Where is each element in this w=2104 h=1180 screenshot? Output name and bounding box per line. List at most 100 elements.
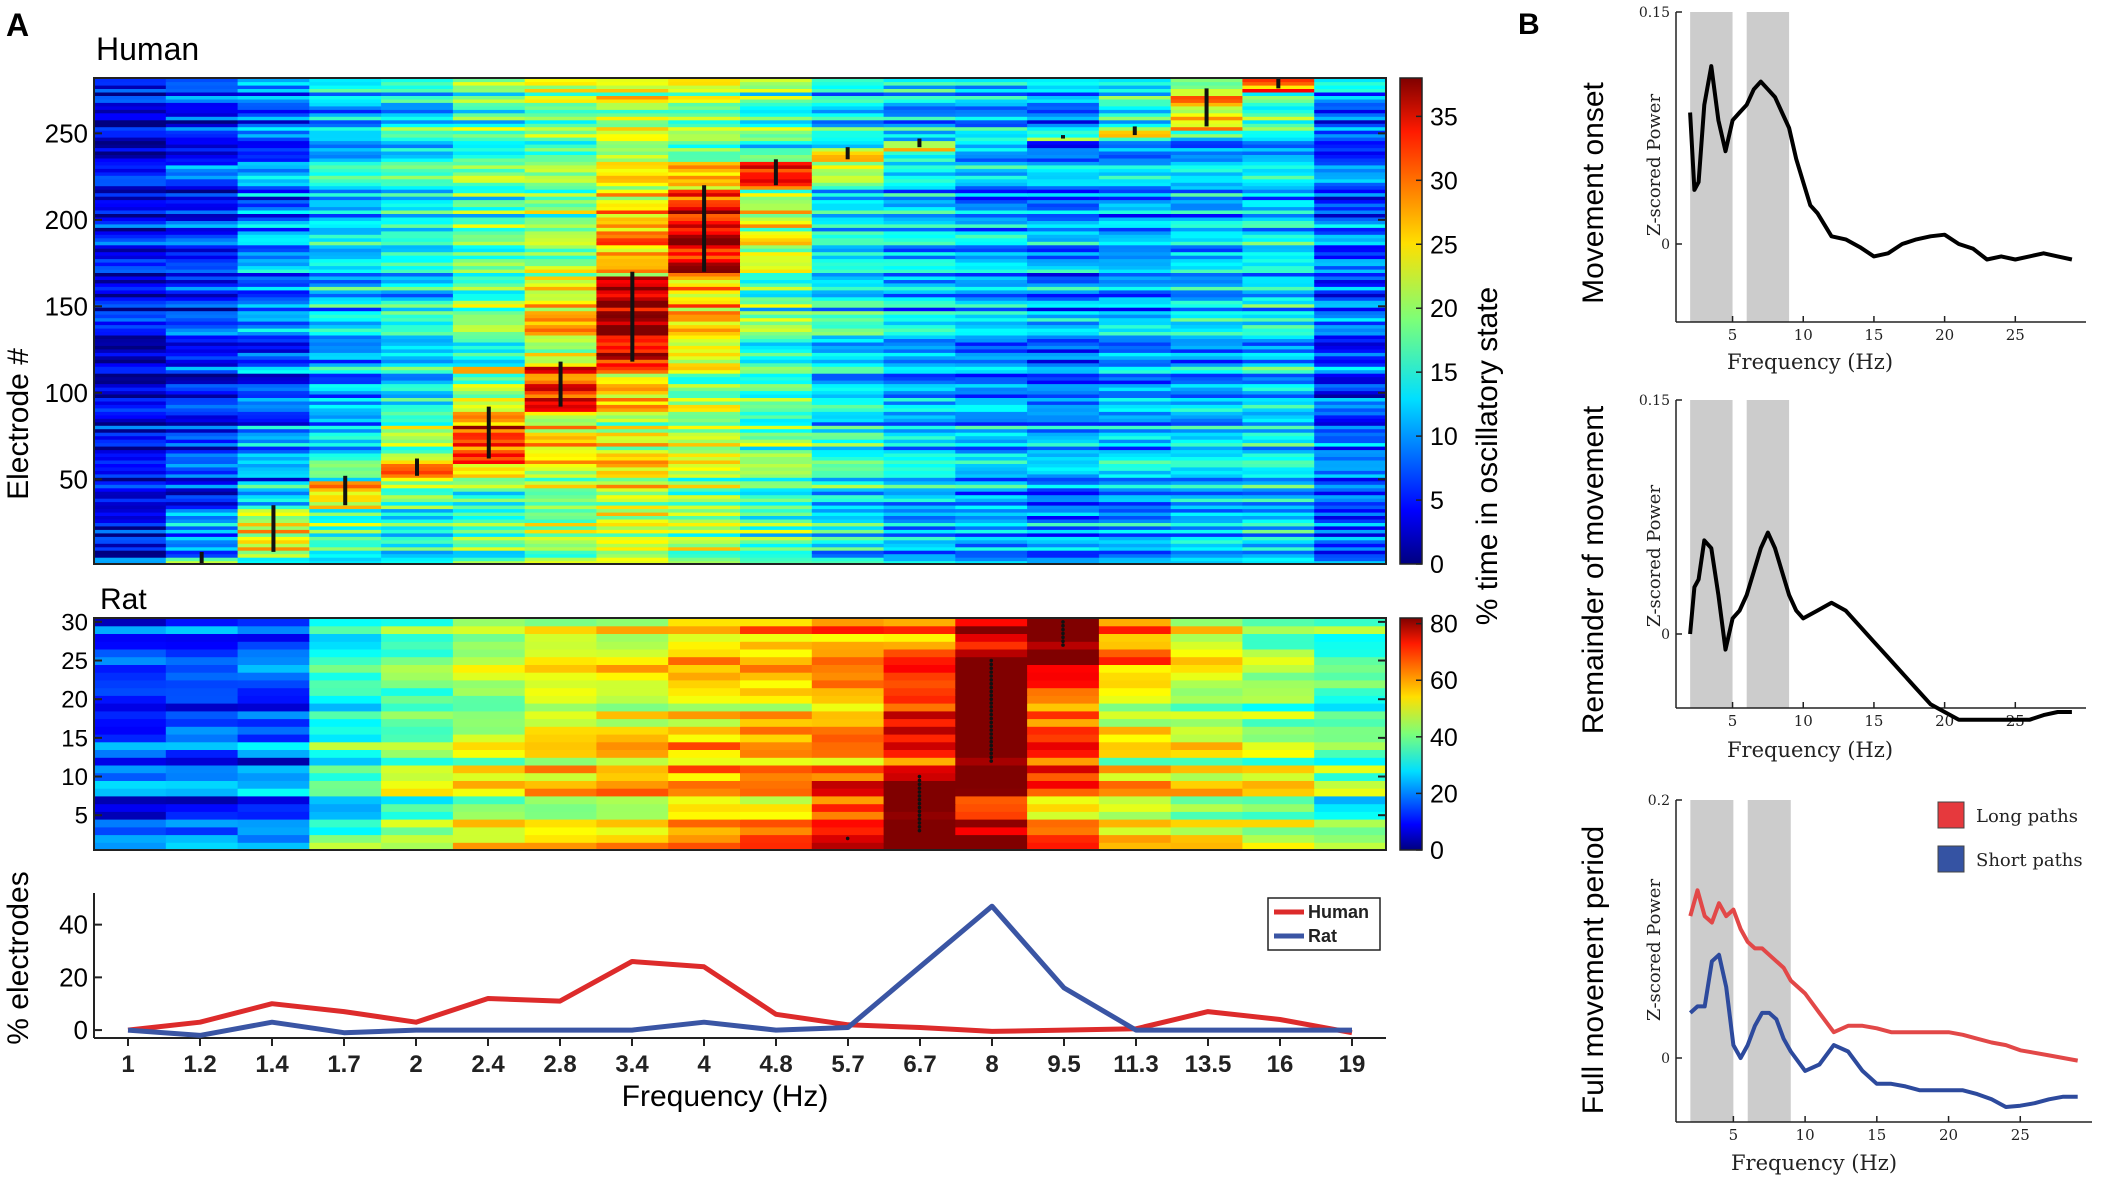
heatmap-cell — [237, 223, 310, 228]
heatmap-cell — [165, 310, 239, 315]
heatmap-cell — [596, 150, 669, 155]
y-tick-label: 15 — [61, 725, 88, 752]
heatmap-cell — [1170, 251, 1244, 256]
heatmap-cell — [596, 130, 669, 135]
heatmap-cell — [596, 687, 669, 696]
heatmap-cell — [955, 164, 1028, 169]
heatmap-cell — [1027, 265, 1100, 270]
heatmap-cell — [309, 373, 382, 378]
heatmap-cell — [668, 81, 741, 86]
heatmap-cell — [1098, 275, 1172, 280]
heatmap-cell — [1314, 648, 1386, 658]
heatmap-cell — [1098, 380, 1172, 385]
heatmap-cell — [452, 275, 526, 280]
human-y-label: Electrode # — [2, 348, 35, 500]
heatmap-cell — [381, 532, 454, 537]
heatmap-cell — [811, 182, 885, 187]
heatmap-cell — [237, 126, 310, 131]
x-tick-label: 20 — [1939, 1126, 1958, 1144]
heatmap-cell — [309, 116, 382, 121]
heatmap-cell — [811, 749, 885, 758]
heatmap-cell — [740, 91, 813, 96]
heatmap-cell — [165, 355, 239, 360]
heatmap-cell — [596, 480, 669, 485]
colorbar-tick-label: 35 — [1430, 103, 1458, 131]
heatmap-cell — [740, 511, 813, 516]
heatmap-cell — [524, 842, 598, 850]
heatmap-cell — [1170, 494, 1244, 499]
heatmap-cell — [1314, 272, 1386, 277]
heatmap-cell — [165, 216, 239, 221]
heatmap-cell — [740, 380, 813, 385]
heatmap-cell — [1170, 772, 1244, 781]
heatmap-cell — [237, 498, 310, 503]
heatmap-cell — [1242, 161, 1315, 166]
heatmap-cell — [1242, 338, 1315, 343]
heatmap-cell — [94, 161, 167, 166]
heatmap-cell — [381, 91, 454, 96]
heatmap-cell — [165, 439, 239, 444]
heatmap-cell — [1314, 220, 1386, 225]
heatmap-cell — [1098, 268, 1172, 273]
heatmap-cell — [381, 387, 454, 392]
heatmap-cell — [596, 834, 669, 843]
heatmap-cell — [811, 262, 885, 267]
heatmap-cell — [955, 268, 1028, 273]
heatmap-cell — [381, 428, 454, 433]
heatmap-cell — [381, 366, 454, 371]
heatmap-cell — [1170, 764, 1244, 774]
heatmap-cell — [309, 230, 382, 235]
heatmap-cell — [1170, 373, 1244, 378]
heatmap-cell — [740, 404, 813, 409]
heatmap-cell — [668, 352, 741, 357]
heatmap-cell — [452, 557, 526, 562]
heatmap-cell — [596, 501, 669, 506]
heatmap-cell — [596, 734, 669, 743]
heatmap-cell — [668, 404, 741, 409]
heatmap-cell — [1242, 359, 1315, 364]
heatmap-cell — [1314, 171, 1386, 176]
heatmap-cell — [237, 826, 310, 836]
heatmap-cell — [524, 355, 598, 360]
heatmap-cell — [237, 272, 310, 277]
heatmap-cell — [165, 546, 239, 551]
heatmap-cell — [309, 359, 382, 364]
heatmap-cell — [165, 749, 239, 758]
heatmap-cell — [955, 321, 1028, 326]
heatmap-cell — [237, 373, 310, 378]
heatmap-cell — [309, 819, 382, 828]
heatmap-cell — [1170, 300, 1244, 305]
heatmap-cell — [883, 536, 956, 541]
heatmap-cell — [165, 178, 239, 183]
heatmap-cell — [1027, 359, 1100, 364]
heatmap-cell — [1027, 803, 1100, 812]
heatmap-cell — [165, 710, 239, 720]
heatmap-cell — [740, 230, 813, 235]
heatmap-cell — [668, 348, 741, 353]
heatmap-cell — [452, 251, 526, 256]
heatmap-cell — [309, 463, 382, 468]
heatmap-cell — [309, 656, 382, 665]
heatmap-cell — [452, 757, 526, 766]
heatmap-cell — [1170, 133, 1244, 138]
heatmap-cell — [524, 428, 598, 433]
heatmap-cell — [309, 95, 382, 100]
heatmap-cell — [811, 404, 885, 409]
heatmap-cell — [811, 161, 885, 166]
heatmap-cell — [1242, 764, 1315, 774]
heatmap-cell — [668, 718, 741, 727]
heatmap-cell — [309, 105, 382, 110]
x-tick-label: 1.2 — [183, 1051, 216, 1078]
heatmap-cell — [309, 157, 382, 162]
heatmap-cell — [740, 338, 813, 343]
heatmap-cell — [94, 463, 167, 468]
heatmap-cell — [955, 91, 1028, 96]
heatmap-cell — [309, 473, 382, 478]
heatmap-cell — [1098, 109, 1172, 114]
heatmap-cell — [1242, 119, 1315, 124]
heatmap-cell — [1242, 147, 1315, 152]
heatmap-cell — [1170, 446, 1244, 451]
heatmap-cell — [237, 307, 310, 312]
heatmap-cell — [811, 442, 885, 447]
heatmap-cell — [883, 171, 956, 176]
